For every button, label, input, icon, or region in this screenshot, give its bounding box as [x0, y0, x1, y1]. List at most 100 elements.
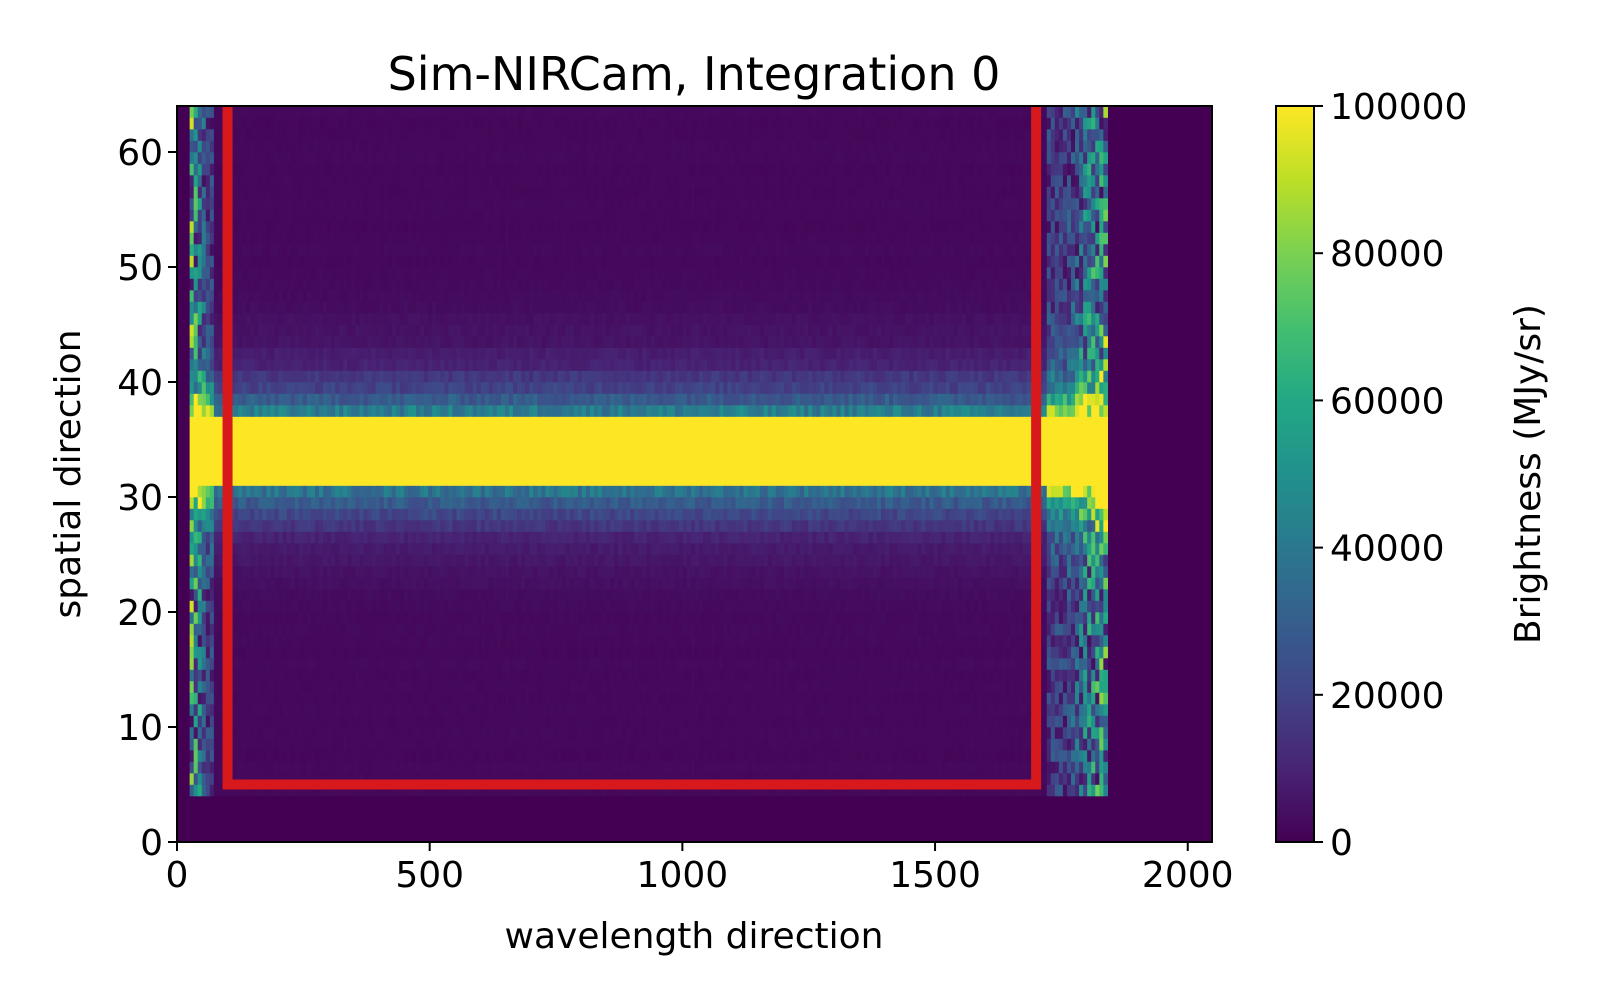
- heatmap-cell: [585, 577, 591, 590]
- heatmap-cell: [387, 612, 393, 624]
- heatmap-cell: [1083, 681, 1088, 693]
- heatmap-cell: [913, 715, 918, 728]
- heatmap-cell: [286, 727, 292, 739]
- heatmap-cell: [593, 727, 599, 739]
- heatmap-cell: [634, 761, 639, 774]
- heatmap-cell: [238, 761, 243, 774]
- heatmap-cell: [327, 612, 332, 624]
- heatmap-cell: [816, 669, 821, 682]
- heatmap-cell: [250, 635, 255, 647]
- heatmap-cell: [1050, 577, 1056, 590]
- heatmap-cell: [860, 750, 866, 762]
- heatmap-cell: [638, 658, 644, 670]
- heatmap-cell: [1022, 577, 1028, 590]
- heatmap-cell: [359, 554, 365, 567]
- heatmap-cell: [399, 612, 405, 624]
- heatmap-cell: [1062, 750, 1068, 762]
- heatmap-cell: [416, 612, 421, 624]
- heatmap-cell: [436, 600, 441, 613]
- heatmap-cell: [379, 589, 385, 601]
- heatmap-cell: [407, 773, 413, 785]
- heatmap-cell: [484, 692, 490, 705]
- heatmap-cell: [234, 750, 239, 762]
- heatmap-cell: [488, 577, 494, 590]
- heatmap-cell: [828, 681, 834, 693]
- heatmap-cell: [1014, 658, 1020, 670]
- heatmap-cell: [537, 635, 542, 647]
- heatmap-cell: [456, 554, 462, 567]
- heatmap-cell: [1099, 543, 1104, 555]
- heatmap-cell: [432, 681, 437, 693]
- heatmap-cell: [986, 589, 991, 601]
- heatmap-cell: [755, 681, 761, 693]
- heatmap-cell: [836, 577, 842, 590]
- heatmap-cell: [533, 554, 538, 567]
- heatmap-cell: [800, 566, 805, 578]
- heatmap-cell: [1083, 715, 1088, 728]
- heatmap-cell: [925, 727, 931, 739]
- heatmap-cell: [1071, 715, 1076, 728]
- heatmap-cell: [945, 600, 951, 613]
- heatmap-cell: [953, 681, 959, 693]
- heatmap-cell: [399, 658, 405, 670]
- heatmap-cell: [957, 761, 963, 774]
- heatmap-cell: [953, 600, 959, 613]
- heatmap-cell: [314, 646, 320, 659]
- heatmap-cell: [1018, 635, 1024, 647]
- heatmap-cell: [412, 646, 417, 659]
- heatmap-cell: [743, 612, 749, 624]
- heatmap-cell: [545, 669, 551, 682]
- heatmap-cell: [880, 669, 886, 682]
- heatmap-cell: [828, 600, 834, 613]
- heatmap-cell: [565, 554, 571, 567]
- heatmap-cell: [893, 646, 898, 659]
- heatmap-cell: [642, 577, 648, 590]
- heatmap-cell: [1091, 727, 1096, 739]
- heatmap-cell: [1095, 600, 1100, 613]
- heatmap-cell: [949, 715, 955, 728]
- heatmap-cell: [553, 715, 559, 728]
- heatmap-cell: [1010, 600, 1015, 613]
- heatmap-cell: [387, 669, 393, 682]
- heatmap-cell: [250, 543, 255, 555]
- heatmap-cell: [982, 612, 987, 624]
- heatmap-cell: [678, 566, 684, 578]
- heatmap-cell: [949, 784, 955, 797]
- heatmap-cell: [626, 727, 631, 739]
- heatmap-cell: [286, 554, 292, 567]
- heatmap-cell: [933, 738, 939, 751]
- heatmap-cell: [1095, 566, 1100, 578]
- heatmap-cell: [1079, 543, 1084, 555]
- heatmap-cell: [234, 635, 239, 647]
- heatmap-cell: [840, 761, 846, 774]
- heatmap-cell: [699, 692, 704, 705]
- heatmap-cell: [270, 612, 276, 624]
- heatmap-cell: [553, 750, 559, 762]
- heatmap-cell: [484, 577, 490, 590]
- heatmap-cell: [1026, 658, 1032, 670]
- heatmap-cell: [699, 623, 704, 636]
- heatmap-cell: [452, 692, 458, 705]
- heatmap-cell: [792, 692, 797, 705]
- heatmap-cell: [420, 750, 425, 762]
- heatmap-cell: [933, 692, 939, 705]
- heatmap-cell: [949, 692, 955, 705]
- heatmap-cell: [407, 577, 413, 590]
- heatmap-cell: [856, 623, 862, 636]
- heatmap-cell: [945, 577, 951, 590]
- heatmap-cell: [403, 566, 409, 578]
- heatmap-cell: [860, 704, 866, 716]
- heatmap-cell: [792, 635, 797, 647]
- heatmap-cell: [593, 635, 599, 647]
- heatmap-cell: [634, 669, 639, 682]
- heatmap-cell: [440, 543, 445, 555]
- heatmap-cell: [880, 635, 886, 647]
- heatmap-cell: [614, 669, 619, 682]
- heatmap-cell: [339, 669, 344, 682]
- heatmap-cell: [517, 612, 522, 624]
- heatmap-cell: [662, 681, 668, 693]
- heatmap-cell: [880, 681, 886, 693]
- heatmap-cell: [848, 658, 854, 670]
- heatmap-cell: [824, 612, 830, 624]
- heatmap-cell: [517, 750, 522, 762]
